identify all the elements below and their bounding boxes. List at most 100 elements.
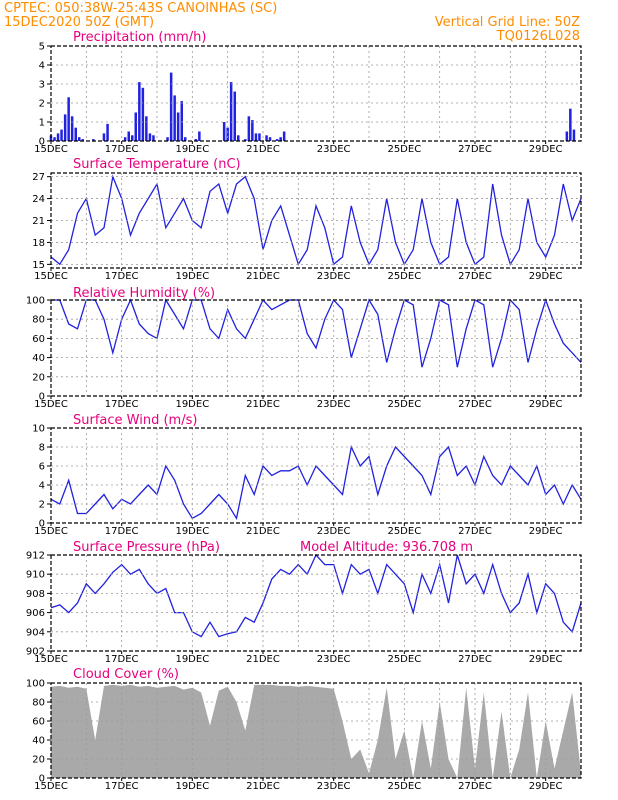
precip-bar — [229, 82, 233, 141]
temperature-panel: 15 18 21 24 27 15DEC 17DEC 19DEC 21DEC 23DEC 25DEC… — [32, 172, 582, 282]
x-tick-label: 29DEC — [529, 654, 563, 665]
y-tick-label: 0 — [39, 519, 45, 530]
y-tick-label: 3 — [39, 80, 45, 91]
precip-bar — [127, 131, 130, 141]
y-tick-label: 1 — [39, 118, 45, 129]
precip-bar — [141, 87, 145, 141]
x-tick-label: 17DEC — [105, 526, 139, 537]
humidity-line — [51, 297, 582, 368]
y-tick-label: 902 — [26, 647, 45, 658]
precip-title: Precipitation (mm/h) — [73, 30, 206, 45]
precip-bar — [131, 135, 134, 141]
x-tick-label: 25DEC — [387, 526, 421, 537]
precip-bar — [145, 116, 148, 141]
precip-bar — [60, 129, 63, 141]
x-tick-label: 23DEC — [317, 526, 351, 537]
precip-bar — [565, 131, 569, 141]
x-tick-label: 19DEC — [175, 781, 209, 792]
x-tick-label: 23DEC — [317, 781, 351, 792]
precip-bar — [279, 137, 282, 141]
precip-bar — [251, 120, 254, 141]
precip-bar — [254, 133, 258, 141]
precip-bar — [194, 139, 198, 141]
precip-bar — [233, 91, 236, 141]
y-tick-label: 2 — [39, 500, 45, 511]
x-tick-label: 25DEC — [387, 144, 421, 155]
y-tick-label: 904 — [26, 627, 45, 638]
precip-bar — [78, 137, 81, 141]
x-tick-label: 23DEC — [317, 271, 351, 282]
x-tick-label: 19DEC — [175, 144, 209, 155]
y-tick-label: 8 — [39, 443, 45, 454]
x-tick-label: 29DEC — [529, 526, 563, 537]
y-tick-label: 24 — [32, 194, 45, 205]
pressure-panel: 902 904 906 908 910 912 15DEC 17DEC 19DEC 21DEC 23… — [26, 551, 582, 665]
header-run-time: 15DEC2020 50Z (GMT) — [4, 15, 154, 30]
pressure-frame — [50, 554, 582, 652]
y-tick-label: 906 — [26, 608, 45, 619]
y-tick-label: 40 — [32, 736, 45, 747]
x-tick-label: 25DEC — [387, 781, 421, 792]
x-tick-label: 27DEC — [458, 271, 492, 282]
humidity-frame — [50, 299, 582, 397]
precip-bar — [67, 97, 70, 141]
precip-bar — [92, 139, 95, 141]
precip-bar — [275, 139, 279, 141]
x-tick-label: 19DEC — [175, 654, 209, 665]
x-tick-label: 21DEC — [246, 781, 280, 792]
x-tick-label: 21DEC — [246, 654, 280, 665]
x-tick-label: 15DEC — [34, 271, 68, 282]
x-tick-label: 21DEC — [246, 144, 280, 155]
precip-bar — [63, 114, 67, 141]
y-tick-label: 27 — [32, 172, 45, 183]
y-tick-label: 2 — [39, 99, 45, 110]
cloud-title: Cloud Cover (%) — [73, 667, 179, 682]
precip-bar — [169, 72, 173, 141]
x-tick-label: 27DEC — [458, 654, 492, 665]
precip-bar — [134, 112, 137, 141]
x-tick-label: 15DEC — [34, 399, 68, 410]
precip-bar — [123, 137, 127, 141]
y-tick-label: 100 — [26, 296, 45, 307]
x-tick-label: 27DEC — [458, 781, 492, 792]
y-tick-label: 18 — [32, 238, 45, 249]
cloud-panel: 0 20 40 60 80 100 15DEC 17DEC 19DEC 21DEC 23DEC 25D… — [26, 679, 582, 792]
cloud-frame — [50, 682, 582, 779]
header-station: CPTEC: 050:38W-25:43S CANOINHAS (SC) — [4, 1, 277, 16]
pressure-title: Surface Pressure (hPa) — [73, 540, 220, 555]
y-tick-label: 40 — [32, 353, 45, 364]
y-tick-label: 910 — [26, 570, 45, 581]
precip-bar — [226, 127, 229, 141]
y-tick-label: 5 — [39, 42, 45, 53]
precip-bar — [70, 116, 74, 141]
precip-bar — [81, 139, 84, 141]
x-tick-label: 15DEC — [34, 526, 68, 537]
y-tick-label: 4 — [39, 481, 45, 492]
precip-bar — [138, 82, 141, 141]
y-tick-label: 60 — [32, 717, 45, 728]
y-tick-label: 4 — [39, 61, 45, 72]
y-tick-label: 10 — [32, 424, 45, 435]
x-tick-label: 17DEC — [105, 654, 139, 665]
temperature-title: Surface Temperature (nC) — [73, 157, 241, 172]
precip-bar — [166, 137, 169, 141]
precip-bar — [268, 137, 272, 141]
precip-bar — [148, 133, 152, 141]
precip-bar — [258, 133, 261, 141]
y-tick-label: 60 — [32, 334, 45, 345]
y-tick-label: 0 — [39, 774, 45, 785]
cloud-cover-area — [51, 684, 581, 778]
x-tick-label: 17DEC — [105, 781, 139, 792]
x-tick-label: 19DEC — [175, 526, 209, 537]
wind-frame — [50, 427, 582, 524]
precip-bar — [569, 108, 572, 141]
precip-bar — [74, 127, 77, 141]
y-tick-label: 0 — [39, 137, 45, 148]
precip-bar — [173, 95, 176, 141]
x-tick-label: 27DEC — [458, 526, 492, 537]
x-tick-label: 29DEC — [529, 399, 563, 410]
humidity-title: Relative Humidity (%) — [73, 286, 215, 301]
temperature-frame — [50, 172, 582, 269]
x-tick-label: 27DEC — [458, 399, 492, 410]
y-tick-label: 21 — [32, 216, 45, 227]
